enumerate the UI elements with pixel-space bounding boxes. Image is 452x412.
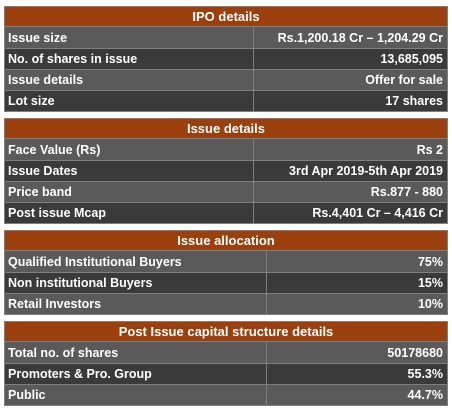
row-label: Total no. of shares	[5, 342, 267, 363]
table-row: Face Value (Rs) Rs 2	[5, 139, 447, 160]
table-row: Lot size 17 shares	[5, 90, 447, 111]
row-value: 3rd Apr 2019-5th Apr 2019	[289, 164, 443, 178]
row-label: Price band	[5, 182, 254, 202]
row-value: 17 shares	[385, 94, 443, 108]
row-label: Non institutional Buyers	[5, 273, 267, 293]
table-row: Non institutional Buyers 15%	[5, 272, 447, 293]
row-label: Promoters & Pro. Group	[5, 364, 267, 384]
row-label: Qualified Institutional Buyers	[5, 251, 267, 272]
table-row: Retail Investors 10%	[5, 293, 447, 314]
row-label: No. of shares in issue	[5, 49, 254, 69]
row-value: 13,685,095	[380, 52, 443, 66]
row-value: 50178680	[387, 345, 443, 360]
issue-allocation-table: Issue allocation Qualified Institutional…	[4, 230, 448, 315]
table-row: Public 44.7%	[5, 384, 447, 405]
table-row: Post issue Mcap Rs.4,401 Cr – 4,416 Cr	[5, 202, 447, 223]
row-value: 15%	[417, 276, 443, 290]
row-value: Rs.1,200.18 Cr – 1,204.29 Cr	[277, 30, 443, 45]
section-header: Issue details	[5, 119, 447, 139]
table-row: Issue Dates 3rd Apr 2019-5th Apr 2019	[5, 160, 447, 181]
section-header: Post Issue capital structure details	[5, 322, 447, 342]
row-value: 55.3%	[407, 367, 443, 381]
row-value: Rs.877 - 880	[370, 185, 443, 199]
section-header: Issue allocation	[5, 231, 447, 251]
section-header: IPO details	[5, 7, 447, 27]
table-row: Issue details Offer for sale	[5, 69, 447, 90]
row-label: Issue details	[5, 70, 254, 90]
row-label: Public	[5, 385, 267, 405]
capital-structure-table: Post Issue capital structure details Tot…	[4, 321, 448, 406]
row-value: Offer for sale	[365, 73, 443, 87]
row-label: Post issue Mcap	[5, 203, 254, 223]
row-label: Lot size	[5, 91, 254, 111]
row-value: 44.7%	[407, 388, 443, 402]
ipo-details-table: IPO details Issue size Rs.1,200.18 Cr – 1…	[4, 6, 448, 112]
table-row: Promoters & Pro. Group 55.3%	[5, 363, 447, 384]
row-label: Issue Dates	[5, 161, 254, 181]
row-value: Rs 2	[416, 142, 443, 157]
row-label: Retail Investors	[5, 294, 267, 314]
table-row: Issue size Rs.1,200.18 Cr – 1,204.29 Cr	[5, 27, 447, 48]
row-value: 10%	[417, 297, 443, 311]
row-label: Issue size	[5, 27, 254, 48]
table-row: Qualified Institutional Buyers 75%	[5, 251, 447, 272]
table-row: Total no. of shares 50178680	[5, 342, 447, 363]
table-row: No. of shares in issue 13,685,095	[5, 48, 447, 69]
row-label: Face Value (Rs)	[5, 139, 254, 160]
row-value: 75%	[417, 254, 443, 269]
table-row: Price band Rs.877 - 880	[5, 181, 447, 202]
issue-details-table: Issue details Face Value (Rs) Rs 2 Issue …	[4, 118, 448, 224]
row-value: Rs.4,401 Cr – 4,416 Cr	[312, 206, 443, 220]
